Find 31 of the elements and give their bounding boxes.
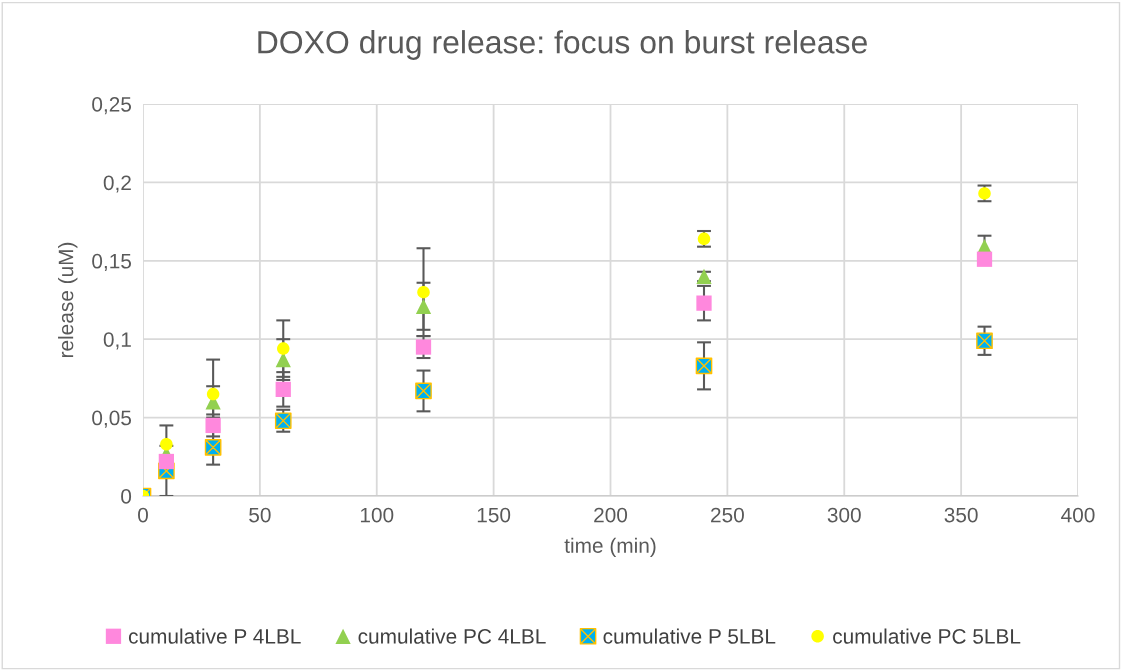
point — [696, 295, 712, 311]
y-tick-label: 0,05 — [92, 410, 132, 428]
point — [976, 332, 993, 350]
x-tick-label: 400 — [1061, 507, 1095, 523]
x-tick-label: 300 — [827, 507, 861, 523]
x-tick-label: 150 — [477, 507, 511, 523]
y-tick-label: 0,1 — [103, 332, 131, 350]
point — [160, 438, 173, 451]
x-tick-label: 50 — [249, 507, 271, 523]
point — [277, 342, 290, 355]
legend-label: cumulative PC 5LBL — [833, 628, 1021, 644]
point — [976, 251, 993, 267]
point — [417, 285, 430, 299]
x-tick-label: 0 — [138, 507, 148, 523]
chart-title: DOXO drug release: focus on burst release — [258, 30, 867, 60]
legend-label: cumulative P 4LBL — [128, 628, 301, 644]
x-tick-label: 350 — [944, 507, 978, 523]
x-axis-title: time (min) — [564, 537, 656, 558]
x-tick-label: 100 — [360, 507, 394, 523]
y-tick-label: 0,25 — [92, 97, 132, 115]
y-tick-label: 0 — [121, 489, 132, 504]
y-tick-label: 0,15 — [92, 253, 132, 272]
legend-label: cumulative P 5LBL — [603, 628, 776, 644]
y-axis-title: release (uM) — [58, 242, 78, 358]
point — [415, 298, 432, 314]
y-tick-label: 0,2 — [103, 175, 131, 193]
x-tick-label: 250 — [711, 507, 744, 523]
legend-label: cumulative PC 4LBL — [358, 628, 546, 644]
point — [158, 453, 175, 470]
x-tick-label: 200 — [594, 507, 628, 523]
point — [206, 387, 220, 401]
